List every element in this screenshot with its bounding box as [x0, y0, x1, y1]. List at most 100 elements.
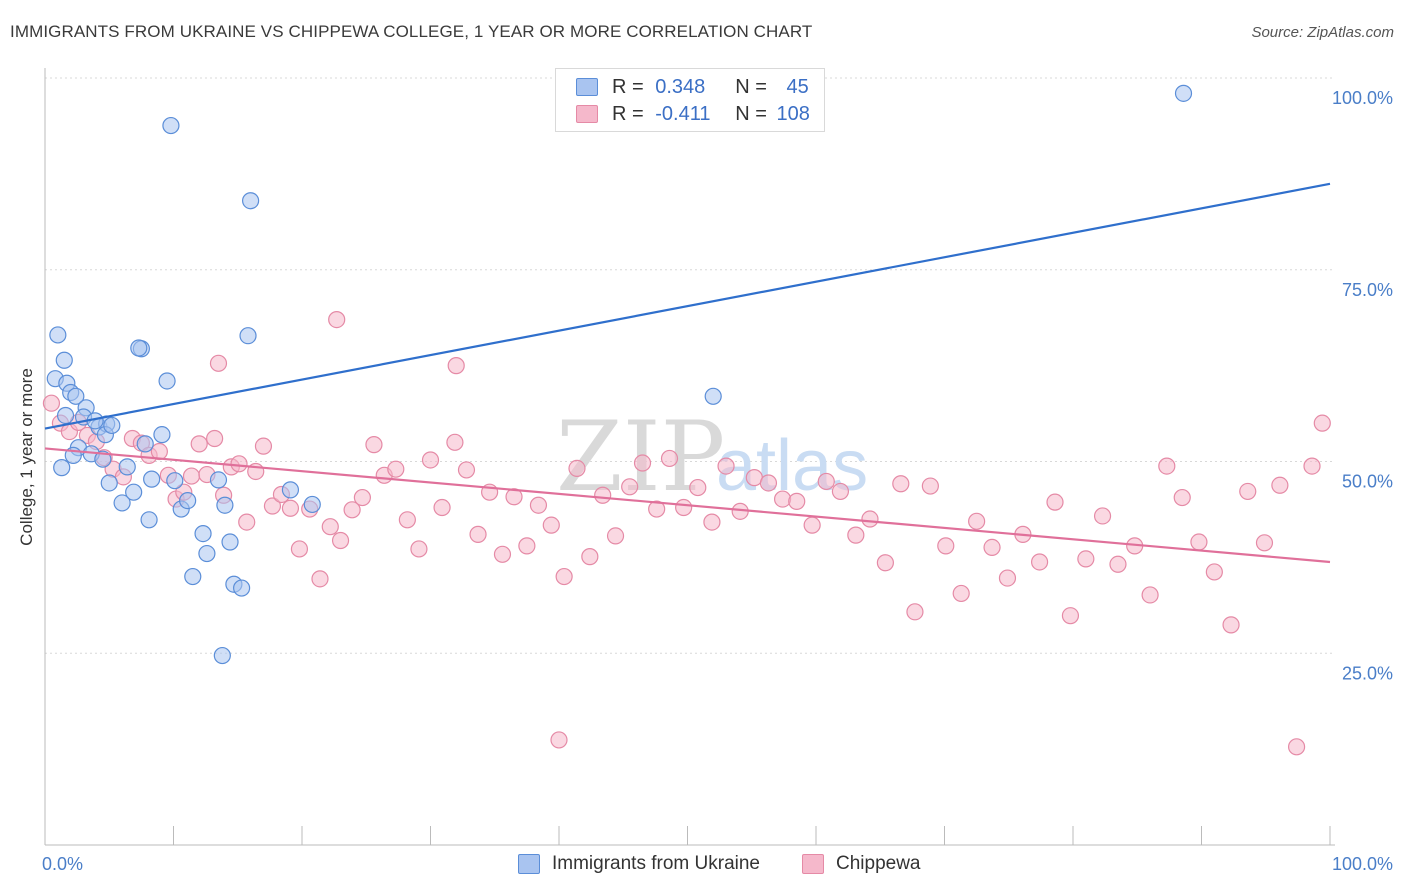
chippewa-point: [206, 429, 224, 448]
trend-lines: [44, 182, 1331, 564]
chippewa-point: [321, 518, 339, 536]
ukraine-point: [103, 416, 121, 435]
chippewa-point: [446, 433, 464, 451]
chippewa-point: [421, 451, 440, 469]
ukraine-point: [209, 471, 228, 489]
chippewa-point: [921, 477, 939, 495]
y-tick-label: 75.0%: [1342, 280, 1393, 300]
ukraine-point: [198, 544, 216, 563]
chippewa-point: [555, 567, 573, 586]
chippewa-point: [1173, 488, 1191, 507]
ukraine-point: [130, 339, 148, 357]
legend-n-label: N =: [735, 102, 773, 125]
chippewa-point: [230, 455, 248, 473]
chippewa-point: [892, 475, 910, 493]
chippewa-point: [594, 486, 612, 504]
y-axis-label: College, 1 year or more: [17, 368, 36, 546]
ukraine-point: [303, 495, 321, 514]
ukraine-point: [1174, 84, 1193, 102]
chippewa-point: [1190, 533, 1208, 551]
ukraine-point: [216, 496, 234, 514]
legend-r-value: -0.411: [655, 102, 711, 125]
stats-legend: R = 0.348 N = 45 R = -0.411 N = 108: [555, 68, 825, 132]
chippewa-point: [542, 516, 560, 534]
chippewa-point: [1109, 555, 1127, 573]
chippewa-point: [343, 501, 361, 519]
chippewa-point: [238, 513, 256, 531]
chippewa-point: [717, 457, 735, 475]
chart-source: Source: ZipAtlas.com: [1251, 24, 1394, 41]
ukraine-point: [239, 327, 257, 345]
chippewa-point: [648, 500, 666, 518]
chippewa-point: [1303, 457, 1321, 475]
bottom-legend-swatch-ukraine: [518, 854, 540, 874]
chippewa-point: [606, 527, 625, 545]
ukraine-points: [46, 84, 1193, 665]
ukraine-point: [125, 483, 143, 501]
chippewa-point: [505, 488, 523, 506]
ukraine-point: [221, 533, 239, 551]
chippewa-point: [983, 538, 1001, 557]
chippewa-point: [998, 569, 1017, 587]
chippewa-point: [906, 603, 924, 621]
ukraine-point: [136, 435, 154, 453]
ukraine-point: [194, 524, 212, 543]
ukraine-point: [143, 470, 161, 488]
axes: [44, 68, 1335, 846]
ukraine-point: [242, 192, 260, 210]
legend-n-value: 45: [786, 75, 809, 98]
ukraine-point: [113, 494, 131, 512]
ukraine-point: [53, 459, 71, 477]
chippewa-point: [675, 498, 693, 517]
chippewa-point: [254, 437, 273, 455]
chippewa-point: [847, 526, 865, 544]
ukraine-trend-line: [44, 182, 1331, 430]
legend-row-chippewa: R = -0.411 N = 108: [576, 103, 810, 125]
legend-n-value: 108: [776, 102, 810, 125]
chippewa-point: [803, 516, 821, 534]
chippewa-point: [660, 449, 679, 468]
chippewa-point: [1205, 563, 1223, 581]
chippewa-point: [209, 354, 228, 372]
ukraine-point: [56, 406, 75, 425]
bottom-legend-ukraine: Immigrants from Ukraine: [518, 852, 760, 876]
legend-n-label: N =: [735, 75, 773, 98]
chippewa-point: [387, 460, 405, 478]
legend-r-value: 0.348: [655, 75, 706, 98]
chippewa-point: [568, 459, 586, 478]
ukraine-point: [184, 567, 202, 586]
ukraine-point: [213, 646, 231, 665]
ukraine-point: [49, 326, 67, 344]
y-tick-label: 25.0%: [1342, 663, 1393, 683]
ukraine-point: [179, 492, 197, 510]
chippewa-point: [633, 454, 652, 472]
ukraine-point: [233, 579, 251, 597]
chippewa-point: [1222, 616, 1240, 634]
chippewa-point: [773, 490, 792, 508]
chippewa-point: [398, 511, 416, 529]
chippewa-point: [581, 548, 599, 566]
chippewa-point: [457, 461, 476, 479]
bottom-legend-label-chippewa: Chippewa: [836, 853, 921, 874]
chippewa-point: [529, 496, 548, 514]
ukraine-point: [140, 511, 158, 529]
legend-swatch-chippewa: [576, 105, 598, 123]
bottom-legend-chippewa: Chippewa: [802, 852, 921, 876]
ukraine-point: [94, 450, 112, 468]
ukraine-point: [67, 387, 85, 405]
chippewa-point: [311, 570, 329, 588]
chippewa-point: [365, 436, 383, 454]
chippewa-trend-line: [44, 447, 1331, 564]
chippewa-point: [952, 584, 970, 603]
y-tick-label: 50.0%: [1342, 472, 1393, 492]
chippewa-point: [788, 492, 806, 510]
chippewa-point: [353, 488, 371, 507]
legend-swatch-ukraine: [576, 78, 598, 96]
chippewa-point: [331, 531, 350, 550]
chart-title: IMMIGRANTS FROM UKRAINE VS CHIPPEWA COLL…: [10, 22, 813, 41]
chippewa-point: [1141, 586, 1159, 604]
chippewa-point: [328, 311, 346, 329]
ukraine-point: [281, 481, 300, 499]
chippewa-point: [968, 512, 986, 530]
